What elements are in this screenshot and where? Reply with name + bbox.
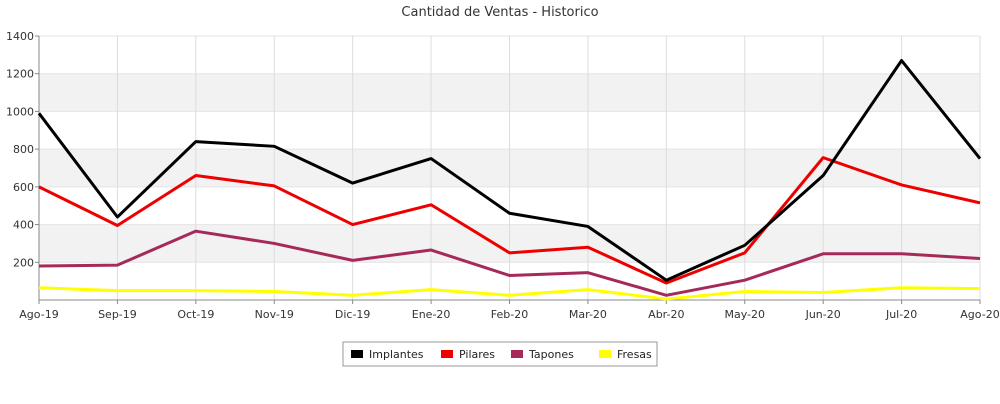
legend-label: Fresas: [617, 348, 652, 361]
x-tick-label: May-20: [724, 308, 765, 321]
x-tick-label: Dic-19: [335, 308, 371, 321]
x-tick-label: Feb-20: [491, 308, 528, 321]
y-tick-label: 400: [13, 219, 34, 232]
series-line-fresas: [38, 286, 981, 301]
x-tick-label: Ene-20: [412, 308, 451, 321]
vertical-gridlines: [116, 36, 981, 300]
series-line-tapones: [38, 229, 981, 297]
series-line-pilares: [38, 156, 981, 285]
legend-swatch: [511, 350, 523, 358]
legend-label: Tapones: [528, 348, 574, 361]
chart-title: Cantidad de Ventas - Historico: [401, 5, 598, 20]
x-tick-label: Ago-19: [19, 308, 58, 321]
legend-swatch: [441, 350, 453, 358]
legend-label: Pilares: [459, 348, 495, 361]
x-tick-label: Nov-19: [255, 308, 294, 321]
legend-item-fresas[interactable]: Fresas: [599, 348, 652, 361]
legend-swatch: [599, 350, 611, 358]
y-tick-label: 600: [13, 181, 34, 194]
y-tick-label: 1200: [6, 68, 34, 81]
x-tick-label: Oct-19: [177, 308, 214, 321]
y-tick-label: 1400: [6, 30, 34, 43]
y-tick-label: 800: [13, 143, 34, 156]
x-tick-label: Sep-19: [98, 308, 137, 321]
legend-swatch: [351, 350, 363, 358]
legend-item-pilares[interactable]: Pilares: [441, 348, 495, 361]
x-tick-label: Ago-20: [960, 308, 999, 321]
legend-item-tapones[interactable]: Tapones: [511, 348, 574, 361]
x-tick-labels: Ago-19 Sep-19 Oct-19 Nov-19 Dic-19 Ene-20 Feb-…: [19, 308, 999, 321]
legend-label: Implantes: [369, 348, 424, 361]
y-tick-label: 200: [13, 256, 34, 269]
x-tick-label: Jun-20: [805, 308, 841, 321]
legend[interactable]: Implantes Pilares Tapones Fresas: [342, 341, 658, 367]
x-tick-label: Abr-20: [648, 308, 684, 321]
series-lines: [37, 59, 982, 301]
series-line-implantes: [37, 59, 982, 282]
y-tick-label: 1000: [6, 105, 34, 118]
axes: [35, 35, 981, 304]
x-tick-label: Jul-20: [885, 308, 917, 321]
legend-item-implantes[interactable]: Implantes: [351, 348, 424, 361]
x-tick-label: Mar-20: [569, 308, 607, 321]
y-tick-labels: 200 400 600 800 1000 1200 1400: [6, 30, 34, 269]
